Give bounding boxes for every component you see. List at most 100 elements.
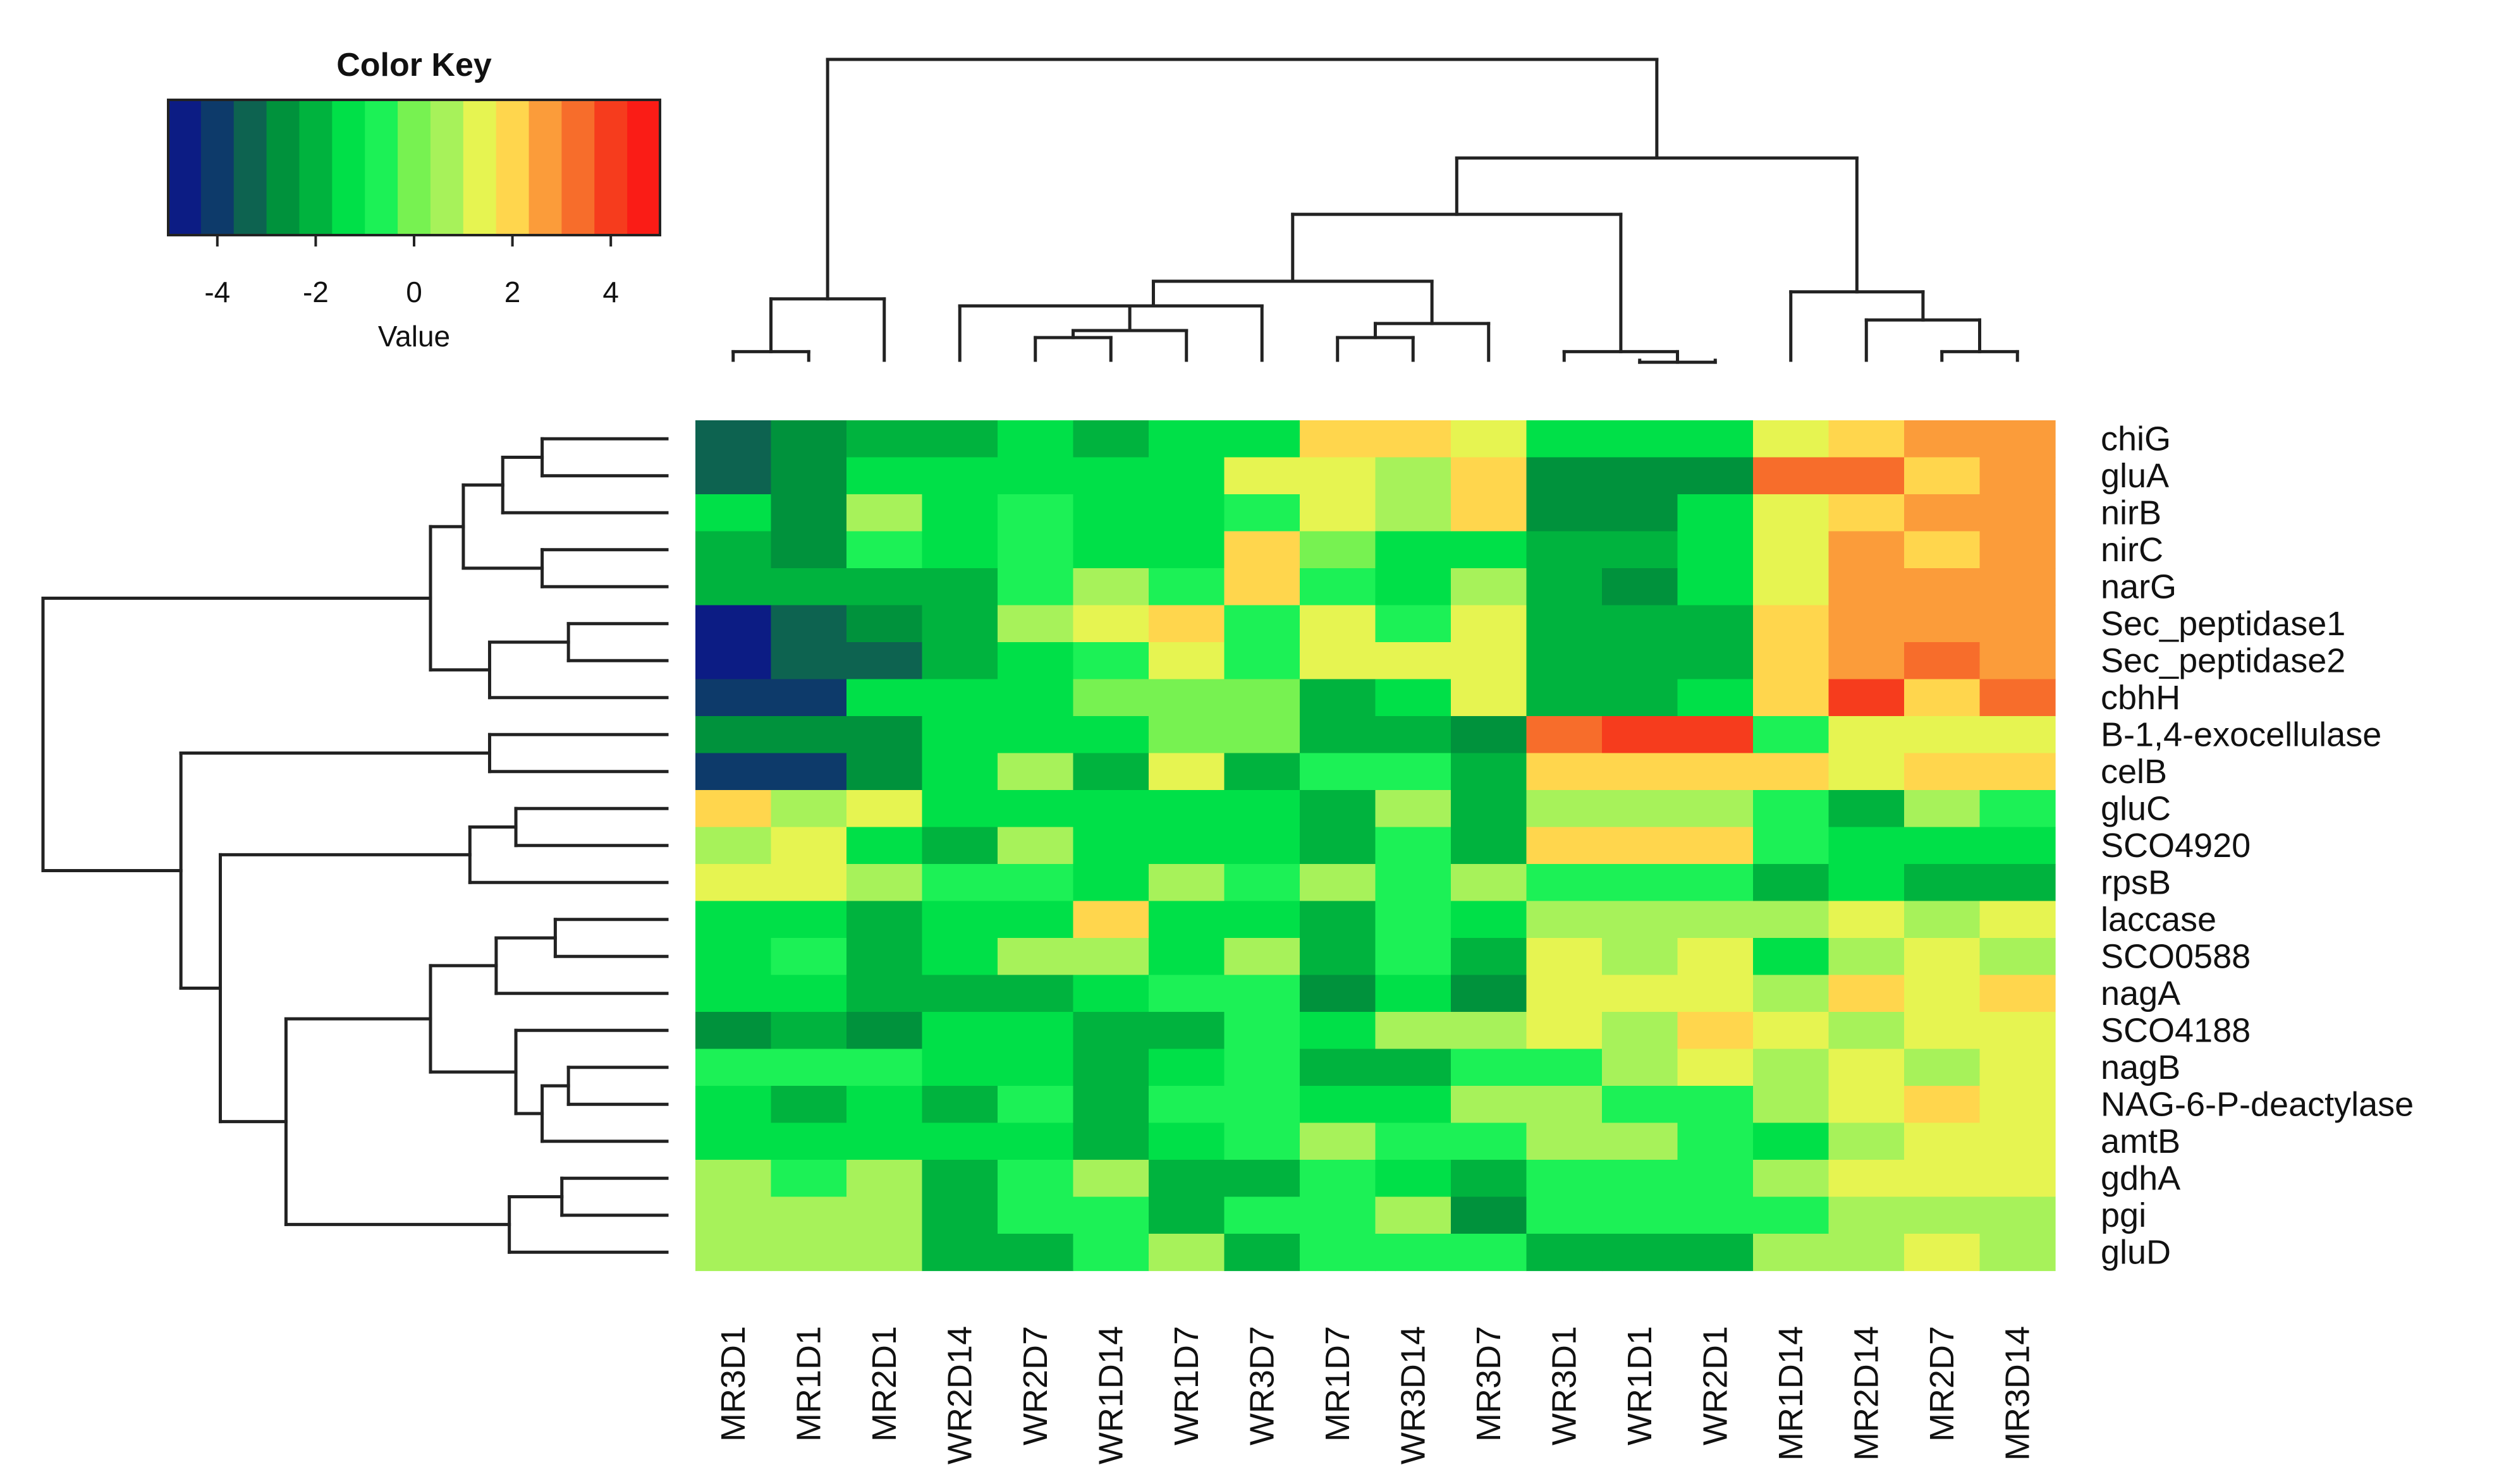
heatmap-cell <box>1904 864 1981 902</box>
heatmap-cell <box>1753 753 1830 791</box>
heatmap-cell <box>998 864 1074 902</box>
heatmap-cell <box>1677 1012 1754 1050</box>
color-key-axis-label: Value <box>378 320 450 353</box>
heatmap-cell <box>1073 901 1149 939</box>
heatmap-cell <box>1677 1160 1754 1198</box>
column-dendrogram <box>731 58 2019 364</box>
heatmap-cell <box>1753 568 1830 606</box>
column-label: MR2D1 <box>865 1326 903 1442</box>
heatmap-cell <box>998 1234 1074 1272</box>
row-label: SCO4920 <box>2101 827 2251 865</box>
heatmap-cell <box>846 975 923 1013</box>
heatmap-cell <box>1828 1160 1905 1198</box>
heatmap-cell <box>771 420 847 458</box>
heatmap-cell <box>1224 753 1300 791</box>
heatmap-cell <box>922 605 998 643</box>
heatmap-cell <box>1904 457 1981 495</box>
heatmap-cell <box>922 938 998 976</box>
heatmap-cell <box>1300 1086 1376 1124</box>
heatmap-cell <box>1677 864 1754 902</box>
heatmap-cell <box>1451 827 1527 865</box>
heatmap-cell <box>1526 679 1603 717</box>
heatmap-cell <box>1451 1196 1527 1234</box>
heatmap-cell <box>771 790 847 828</box>
heatmap-cell <box>1753 1234 1830 1272</box>
heatmap-cell <box>1300 901 1376 939</box>
heatmap-cell <box>1073 716 1149 754</box>
heatmap-cell <box>1300 1196 1376 1234</box>
heatmap-cell <box>695 827 772 865</box>
heatmap-cell <box>1828 827 1905 865</box>
heatmap-cell <box>1828 494 1905 532</box>
heatmap-cell <box>1526 531 1603 569</box>
heatmap-cell <box>1828 975 1905 1013</box>
heatmap-cell <box>1149 494 1225 532</box>
row-label: nirB <box>2101 494 2161 532</box>
row-label: Sec_peptidase1 <box>2101 605 2345 643</box>
row-label: B-1,4-exocellulase <box>2101 715 2381 753</box>
heatmap-cell <box>1602 679 1678 717</box>
heatmap-cell <box>1526 494 1603 532</box>
heatmap-cell <box>771 753 847 791</box>
heatmap-cell <box>1224 1196 1300 1234</box>
heatmap-cell <box>1753 494 1830 532</box>
heatmap-cell <box>846 1049 923 1086</box>
column-label: WR2D14 <box>941 1326 979 1464</box>
heatmap-cell <box>1149 1122 1225 1160</box>
heatmap-cell <box>1979 753 2056 791</box>
heatmap-cell <box>695 938 772 976</box>
heatmap-cell <box>1451 1012 1527 1050</box>
heatmap-cell <box>1073 1196 1149 1234</box>
heatmap-cell <box>846 1160 923 1198</box>
heatmap-cell <box>1375 753 1451 791</box>
heatmap-cell <box>1073 1234 1149 1272</box>
heatmap-cell <box>1300 753 1376 791</box>
heatmap-cell <box>1073 938 1149 976</box>
heatmap-cell <box>1753 679 1830 717</box>
heatmap-cell <box>1300 1012 1376 1050</box>
heatmap-cell <box>1149 901 1225 939</box>
heatmap-cell <box>1149 642 1225 680</box>
heatmap-cell <box>1149 1234 1225 1272</box>
heatmap-cell <box>1753 938 1830 976</box>
heatmap-cell <box>1753 975 1830 1013</box>
heatmap-cell <box>1979 901 2056 939</box>
heatmap-cell <box>1073 1160 1149 1198</box>
heatmap-cell <box>1904 1160 1981 1198</box>
heatmap-cell <box>1828 679 1905 717</box>
heatmap-cell <box>1904 753 1981 791</box>
heatmap-cell <box>1224 420 1300 458</box>
heatmap-cell <box>695 1049 772 1086</box>
heatmap-cell <box>922 753 998 791</box>
heatmap-cell <box>1602 975 1678 1013</box>
heatmap-cell <box>1526 975 1603 1013</box>
heatmap-cell <box>1828 901 1905 939</box>
heatmap-cell <box>1526 1086 1603 1124</box>
heatmap-cell <box>1149 1196 1225 1234</box>
heatmap-cell <box>1979 457 2056 495</box>
heatmap-cell <box>922 1049 998 1086</box>
heatmap-cell <box>1300 864 1376 902</box>
heatmap-cell <box>771 864 847 902</box>
heatmap-cell <box>1828 753 1905 791</box>
heatmap-cell <box>1602 605 1678 643</box>
heatmap-cell <box>1904 975 1981 1013</box>
heatmap-cell <box>1073 568 1149 606</box>
heatmap-cell <box>1753 1160 1830 1198</box>
heatmap-cell <box>1451 1160 1527 1198</box>
color-key-ticks: -4 -2 0 2 4 <box>204 235 619 308</box>
heatmap-cell <box>1753 605 1830 643</box>
heatmap-cell <box>1677 1234 1754 1272</box>
heatmap-cell <box>1602 1049 1678 1086</box>
heatmap-cell <box>922 975 998 1013</box>
heatmap-cell <box>1904 790 1981 828</box>
heatmap-cell <box>1224 531 1300 569</box>
heatmap-cell <box>1828 790 1905 828</box>
color-key-tick-label: -2 <box>303 276 329 308</box>
heatmap-cell <box>1753 1049 1830 1086</box>
heatmap-cell <box>1526 1049 1603 1086</box>
heatmap-cell <box>1526 716 1603 754</box>
heatmap-cell <box>1602 1012 1678 1050</box>
heatmap-cell <box>1904 938 1981 976</box>
heatmap-cell <box>1526 1122 1603 1160</box>
